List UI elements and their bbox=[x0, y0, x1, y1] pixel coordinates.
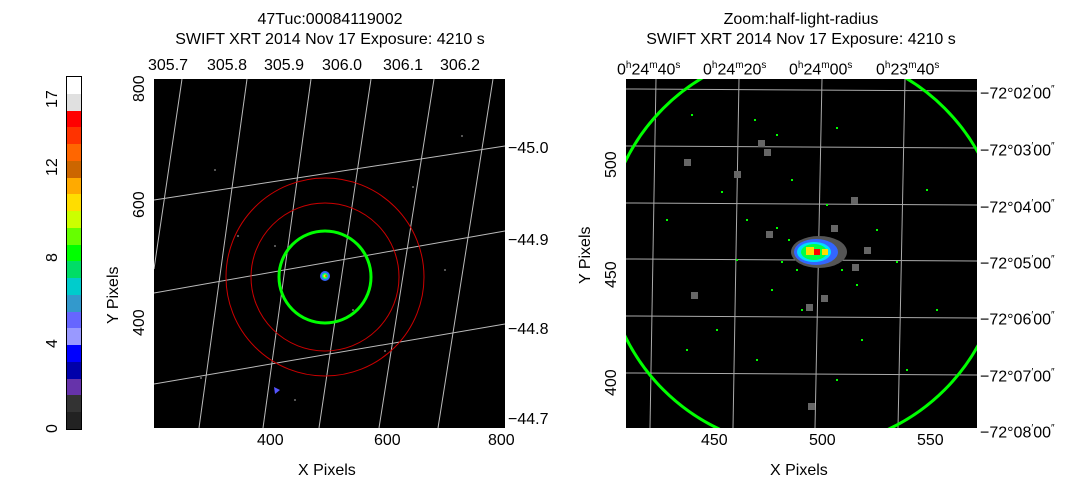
left-half-light-circle bbox=[277, 229, 373, 325]
right-dec-tick: −72°06′00″ bbox=[980, 310, 1055, 329]
colorbar-segment bbox=[67, 395, 81, 412]
right-x-tick: 500 bbox=[809, 432, 836, 449]
left-top-tick: 306.1 bbox=[383, 57, 424, 74]
right-gray-pixels bbox=[684, 140, 871, 410]
left-x-tick: 400 bbox=[257, 432, 284, 449]
colorbar-label-4: 4 bbox=[44, 339, 61, 348]
colorbar-segment bbox=[67, 160, 81, 178]
colorbar-segment bbox=[67, 278, 81, 295]
left-top-tick: 305.7 bbox=[148, 57, 189, 74]
right-dec-tick: −72°05′00″ bbox=[980, 254, 1055, 273]
right-top-tick: 0h23m40s bbox=[876, 60, 940, 79]
right-title: Zoom:half-light-radius bbox=[723, 11, 879, 28]
left-top-tick: 305.9 bbox=[264, 57, 305, 74]
colorbar-segment bbox=[67, 144, 81, 161]
right-y-tick: 500 bbox=[603, 151, 620, 178]
colorbar bbox=[66, 76, 82, 430]
right-top-tick: 0h24m40s bbox=[617, 60, 681, 79]
right-source bbox=[791, 236, 847, 268]
left-red-inner-circle bbox=[250, 202, 400, 352]
colorbar-segment bbox=[67, 378, 81, 396]
left-coordinate-grid bbox=[153, 78, 506, 429]
colorbar-segment bbox=[67, 412, 81, 429]
right-image-svg bbox=[603, 48, 1005, 450]
right-subtitle: SWIFT XRT 2014 Nov 17 Exposure: 4210 s bbox=[646, 31, 956, 48]
colorbar-segment bbox=[67, 93, 81, 111]
colorbar-segment bbox=[67, 311, 81, 329]
colorbar-label-12: 12 bbox=[44, 158, 61, 176]
left-image-panel bbox=[153, 78, 506, 429]
left-image-svg bbox=[153, 78, 506, 429]
colorbar-segment bbox=[67, 127, 81, 144]
left-right-tick: −44.7 bbox=[508, 411, 549, 428]
left-right-tick: −44.8 bbox=[508, 321, 549, 338]
right-y-label: Y Pixels bbox=[577, 226, 594, 284]
right-x-tick: 450 bbox=[701, 432, 728, 449]
left-subtitle: SWIFT XRT 2014 Nov 17 Exposure: 4210 s bbox=[175, 31, 485, 48]
right-y-tick: 400 bbox=[603, 369, 620, 396]
right-y-tick: 450 bbox=[603, 261, 620, 288]
right-x-tick: 550 bbox=[917, 432, 944, 449]
colorbar-segment bbox=[67, 361, 81, 379]
colorbar-segment bbox=[67, 294, 81, 312]
right-green-points bbox=[666, 114, 938, 381]
left-red-outer-circle bbox=[225, 177, 425, 377]
left-y-label: Y Pixels bbox=[105, 266, 122, 324]
colorbar-label-8: 8 bbox=[44, 253, 61, 262]
colorbar-segment bbox=[67, 77, 81, 94]
left-small-marker bbox=[274, 387, 280, 394]
right-dec-tick: −72°03′00″ bbox=[980, 141, 1055, 160]
left-noise-points bbox=[200, 135, 463, 401]
colorbar-segment bbox=[67, 110, 81, 128]
right-image-panel bbox=[603, 48, 1005, 450]
left-title: 47Tuc:00084119002 bbox=[257, 11, 403, 28]
colorbar-segment bbox=[67, 328, 81, 345]
colorbar-segment bbox=[67, 261, 81, 278]
left-y-tick: 600 bbox=[131, 191, 148, 218]
right-dec-tick: −72°07′00″ bbox=[980, 367, 1055, 386]
colorbar-segment bbox=[67, 227, 81, 245]
left-right-tick: −44.9 bbox=[508, 232, 549, 249]
right-dec-tick: −72°04′00″ bbox=[980, 198, 1055, 217]
left-x-label: X Pixels bbox=[298, 462, 356, 479]
left-y-tick: 400 bbox=[131, 309, 148, 336]
left-x-tick: 600 bbox=[374, 432, 401, 449]
left-top-tick: 305.8 bbox=[207, 57, 248, 74]
left-top-tick: 306.2 bbox=[440, 57, 481, 74]
colorbar-segment bbox=[67, 244, 81, 262]
right-top-tick: 0h24m00s bbox=[789, 60, 853, 79]
colorbar-segment bbox=[67, 345, 81, 362]
colorbar-segment bbox=[67, 177, 81, 195]
colorbar-segment bbox=[67, 211, 81, 228]
left-right-tick: −45.0 bbox=[508, 140, 549, 157]
colorbar-label-17: 17 bbox=[44, 90, 61, 108]
left-source bbox=[320, 271, 330, 281]
left-top-tick: 306.0 bbox=[322, 57, 363, 74]
colorbar-label-0: 0 bbox=[44, 424, 61, 433]
left-y-tick: 800 bbox=[131, 75, 148, 102]
colorbar-segment bbox=[67, 194, 81, 211]
right-dec-tick: −72°02′00″ bbox=[980, 84, 1055, 103]
right-top-tick: 0h24m20s bbox=[703, 60, 767, 79]
right-x-label: X Pixels bbox=[770, 462, 828, 479]
right-dec-tick: −72°08′00″ bbox=[980, 423, 1055, 442]
left-x-tick: 800 bbox=[488, 432, 515, 449]
